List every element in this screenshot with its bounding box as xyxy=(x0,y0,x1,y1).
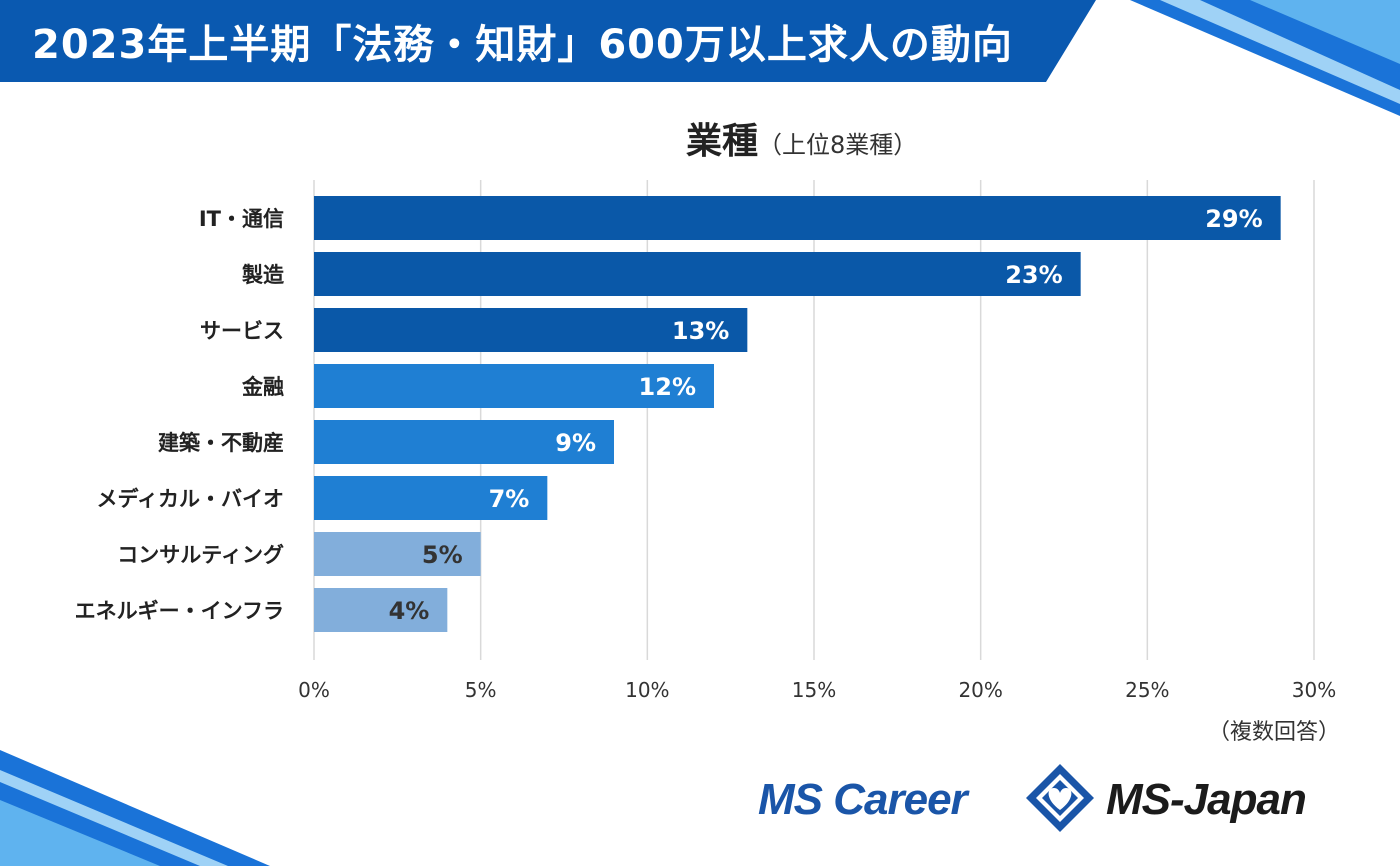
data-label: 9% xyxy=(555,429,596,457)
data-label: 12% xyxy=(639,373,696,401)
bar xyxy=(314,588,448,632)
x-tick-label: 0% xyxy=(298,678,330,702)
x-tick-label: 15% xyxy=(792,678,836,702)
bar xyxy=(314,532,481,576)
page-title: 2023年上半期「法務・知財」600万以上求人の動向 xyxy=(32,22,1013,68)
category-label: 建築・不動産 xyxy=(158,431,284,455)
category-label: エネルギー・インフラ xyxy=(75,599,284,623)
category-label: 金融 xyxy=(241,375,284,399)
mscareer-logo: MS Career xyxy=(758,775,968,824)
response-note: （複数回答） xyxy=(1208,720,1341,745)
x-tick-label: 25% xyxy=(1125,678,1169,702)
data-label: 13% xyxy=(672,317,729,345)
data-label: 7% xyxy=(489,485,530,513)
bar xyxy=(314,476,548,520)
data-label: 23% xyxy=(1005,261,1062,289)
bar xyxy=(314,308,748,352)
x-tick-label: 20% xyxy=(958,678,1002,702)
x-tick-label: 30% xyxy=(1292,678,1336,702)
category-label: コンサルティング xyxy=(117,543,284,567)
x-tick-label: 5% xyxy=(465,678,497,702)
bar xyxy=(314,196,1281,240)
category-label: サービス xyxy=(200,319,284,343)
data-label: 5% xyxy=(422,541,463,569)
chart-title: 業種（上位8業種） xyxy=(686,112,917,168)
category-label: メディカル・バイオ xyxy=(96,487,284,511)
x-tick-label: 10% xyxy=(625,678,669,702)
chart-title-main: 業種 xyxy=(686,121,759,162)
msjapan-logo: MS-Japan xyxy=(1106,775,1307,824)
category-label: IT・通信 xyxy=(199,207,284,231)
data-label: 4% xyxy=(389,597,430,625)
ms-japan-diamond-icon xyxy=(1026,764,1094,832)
category-label: 製造 xyxy=(241,263,285,287)
bar xyxy=(314,420,614,464)
data-label: 29% xyxy=(1205,205,1262,233)
chart-subtitle: （上位8業種） xyxy=(758,131,918,159)
bar xyxy=(314,364,714,408)
bar xyxy=(314,252,1081,296)
